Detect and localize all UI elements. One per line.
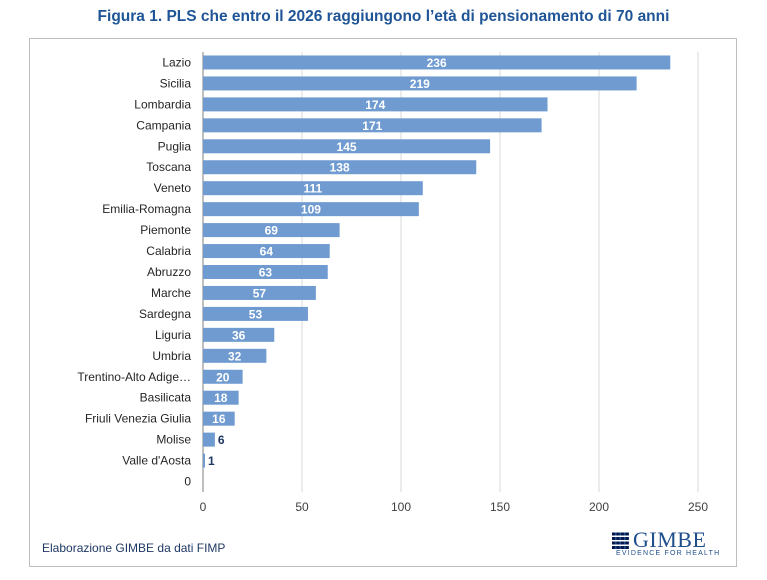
category-label: Emilia-Romagna	[102, 202, 191, 216]
category-label: Friuli Venezia Giulia	[85, 412, 191, 426]
bar	[203, 160, 477, 175]
category-label: 0	[184, 475, 191, 489]
data-label: 109	[301, 203, 321, 217]
x-tick-label: 100	[391, 500, 411, 514]
data-label: 69	[265, 224, 279, 238]
data-label: 111	[304, 182, 323, 196]
bar	[203, 411, 235, 426]
data-label: 16	[212, 412, 226, 426]
gimbe-logo: GIMBE EVIDENCE FOR HEALTH	[612, 527, 719, 558]
category-label: Umbria	[152, 349, 191, 363]
category-label: Marche	[151, 286, 191, 300]
bar	[203, 118, 542, 133]
bar	[203, 181, 423, 196]
category-label: Puglia	[158, 139, 192, 153]
data-label: 6	[218, 433, 225, 447]
bar	[203, 369, 243, 384]
x-tick-label: 150	[490, 500, 510, 514]
x-tick-label: 200	[589, 500, 609, 514]
chart-title: Figura 1. PLS che entro il 2026 raggiung…	[97, 8, 670, 25]
data-label: 18	[214, 391, 228, 405]
logo-name: GIMBE	[633, 527, 707, 552]
category-label: Trentino-Alto Adige…	[77, 370, 191, 384]
bar	[203, 244, 330, 259]
category-label: Campania	[136, 118, 191, 132]
bar	[203, 453, 205, 468]
data-label: 138	[330, 161, 350, 175]
category-label: Lombardia	[134, 97, 191, 111]
bars	[203, 55, 671, 468]
bar	[203, 348, 267, 363]
data-label: 36	[232, 328, 246, 342]
bar	[203, 306, 308, 321]
category-labels: Lazio Sicilia Lombardia Campania Puglia Tosca…	[77, 55, 191, 488]
bar	[203, 97, 548, 112]
data-label: 64	[260, 245, 274, 259]
category-label: Sicilia	[160, 76, 192, 90]
logo-tagline: EVIDENCE FOR HEALTH	[616, 550, 721, 557]
bar	[203, 139, 491, 154]
category-label: Piemonte	[140, 223, 191, 237]
x-tick-labels: 0 50 100 150 200 250	[200, 500, 709, 514]
data-label: 53	[249, 307, 263, 321]
x-tick-label: 50	[295, 500, 309, 514]
data-label: 236	[427, 56, 447, 70]
source-note: Elaborazione GIMBE da dati FIMP	[42, 541, 226, 555]
data-label: 1	[208, 454, 215, 468]
data-label: 32	[228, 349, 242, 363]
category-label: Abruzzo	[147, 265, 191, 279]
data-label: 145	[337, 140, 357, 154]
bar	[203, 390, 239, 405]
bar	[203, 55, 671, 70]
data-label: 57	[253, 286, 267, 300]
bar	[203, 265, 328, 279]
bar	[203, 432, 215, 447]
category-label: Calabria	[146, 244, 191, 258]
category-label: Toscana	[146, 160, 191, 174]
category-label: Molise	[156, 433, 191, 447]
category-label: Lazio	[162, 55, 191, 69]
bar	[203, 285, 316, 300]
bar	[203, 327, 275, 342]
category-label: Liguria	[155, 328, 191, 342]
data-label: 171	[362, 119, 382, 133]
data-label: 174	[365, 98, 385, 112]
bar	[203, 202, 419, 217]
chart-frame	[29, 38, 737, 567]
category-label: Valle d'Aosta	[122, 454, 191, 468]
x-tick-label: 0	[200, 500, 207, 514]
gimbe-logo-mark-icon	[612, 532, 629, 549]
data-label: 63	[259, 266, 273, 280]
category-label: Basilicata	[140, 391, 192, 405]
category-label: Veneto	[154, 181, 192, 195]
data-label: 219	[410, 77, 430, 91]
data-label: 20	[216, 370, 230, 384]
category-label: Sardegna	[139, 307, 191, 321]
x-tick-label: 250	[688, 500, 708, 514]
bar	[203, 76, 637, 91]
bar	[203, 223, 340, 238]
